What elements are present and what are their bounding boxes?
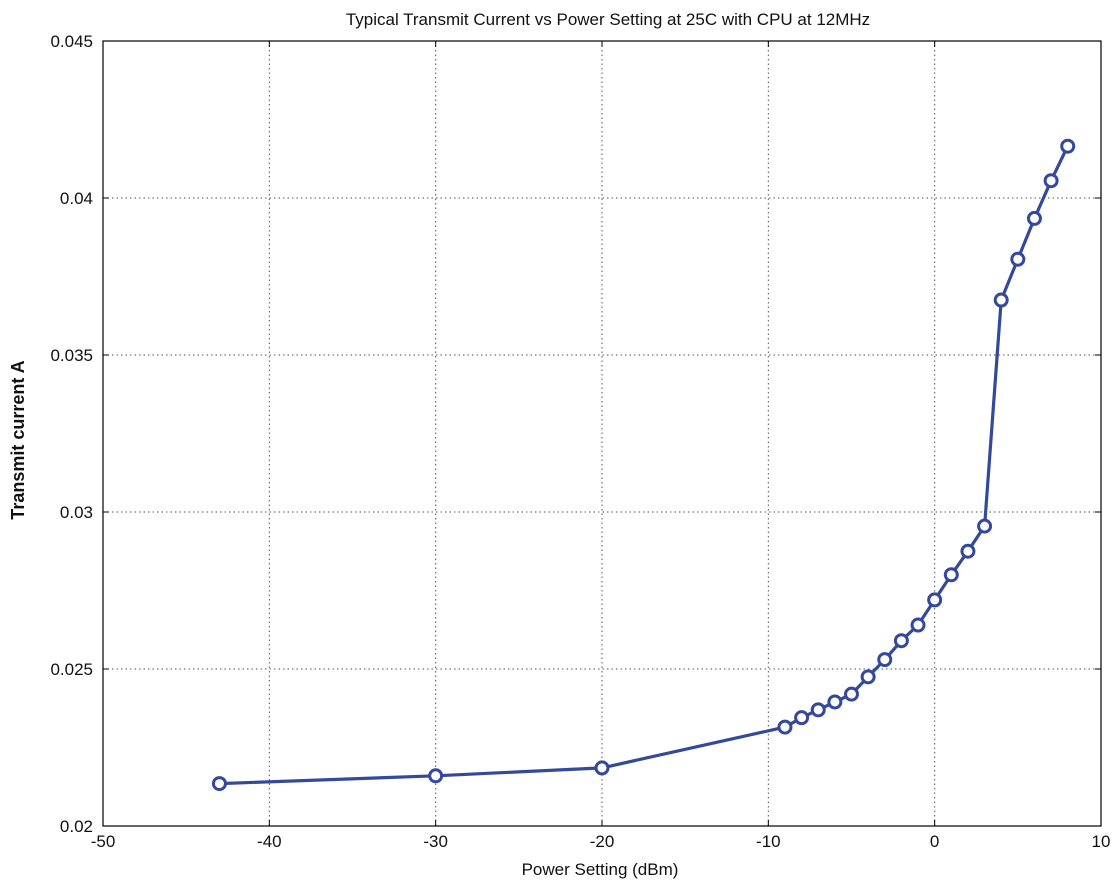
x-tick-label: -40 [257, 832, 282, 851]
x-tick-label: -10 [756, 832, 781, 851]
data-point [844, 686, 859, 702]
series-layer [211, 138, 1076, 792]
x-tick-label: 10 [1092, 832, 1111, 851]
x-tick-label: 0 [930, 832, 939, 851]
x-tick-label: -50 [91, 832, 116, 851]
data-point [943, 567, 959, 583]
data-point [810, 702, 826, 718]
data-point [211, 776, 227, 792]
y-tick-label: 0.04 [60, 189, 93, 208]
tick-layer: -50 -40 -30 -20 -10 0 10 0.02 0.025 0.03 0.035 0.04… [50, 32, 1110, 851]
data-point [877, 652, 893, 668]
chart-title: Typical Transmit Current vs Power Settin… [346, 10, 870, 29]
data-point [1026, 210, 1042, 226]
y-tick-label: 0.025 [50, 660, 93, 679]
data-point [927, 592, 943, 608]
data-point [1043, 173, 1059, 189]
data-point [777, 719, 793, 735]
x-tick-label: -30 [423, 832, 448, 851]
y-tick-label: 0.03 [60, 503, 93, 522]
data-point [428, 768, 444, 784]
data-point [993, 292, 1009, 308]
data-point [860, 669, 876, 685]
y-tick-label: 0.035 [50, 346, 93, 365]
y-tick-label: 0.02 [60, 817, 93, 836]
data-point [960, 543, 976, 559]
data-point [1060, 138, 1076, 154]
data-point [977, 518, 993, 534]
data-point [910, 617, 926, 633]
data-point [594, 760, 610, 776]
y-axis-label: Transmit current A [8, 360, 28, 519]
data-point [1010, 251, 1026, 267]
data-point [794, 710, 810, 726]
data-point [893, 633, 909, 649]
x-axis-label: Power Setting (dBm) [522, 860, 679, 879]
x-tick-label: -20 [590, 832, 615, 851]
grid-layer [103, 41, 1101, 826]
data-point [827, 694, 843, 710]
y-tick-label: 0.045 [50, 32, 93, 51]
